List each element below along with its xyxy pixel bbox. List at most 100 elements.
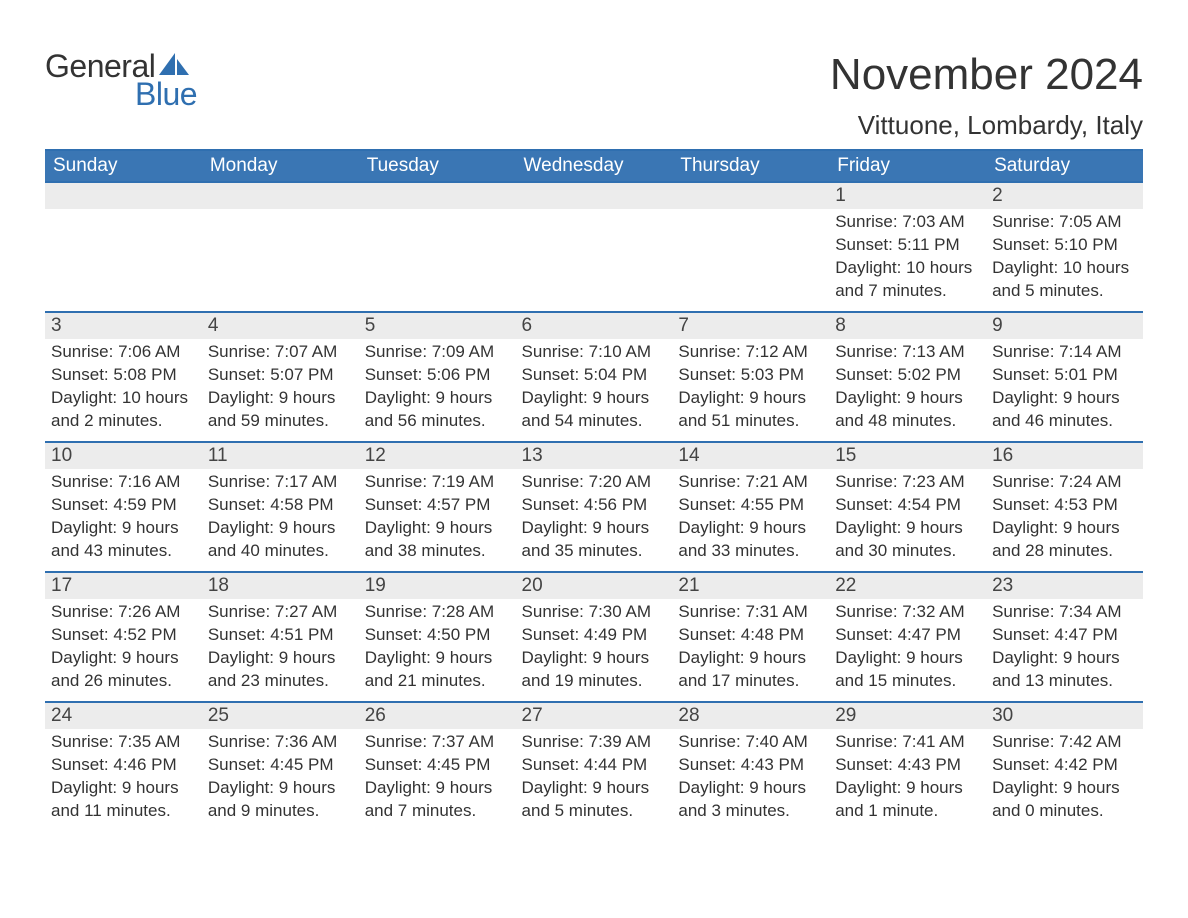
sunrise-text: Sunrise: 7:12 AM [678,341,823,364]
calendar-week-row: 1Sunrise: 7:03 AMSunset: 5:11 PMDaylight… [45,181,1143,311]
sunrise-text: Sunrise: 7:06 AM [51,341,196,364]
day-details: Sunrise: 7:34 AMSunset: 4:47 PMDaylight:… [986,599,1143,699]
sunrise-text: Sunrise: 7:32 AM [835,601,980,624]
day-number: 14 [672,441,829,469]
day-number: 26 [359,701,516,729]
sunrise-text: Sunrise: 7:27 AM [208,601,353,624]
day-details: Sunrise: 7:13 AMSunset: 5:02 PMDaylight:… [829,339,986,439]
day-details: Sunrise: 7:10 AMSunset: 5:04 PMDaylight:… [516,339,673,439]
sunset-text: Sunset: 4:47 PM [835,624,980,647]
day-details: Sunrise: 7:16 AMSunset: 4:59 PMDaylight:… [45,469,202,569]
calendar-cell: 12Sunrise: 7:19 AMSunset: 4:57 PMDayligh… [359,441,516,571]
sunrise-text: Sunrise: 7:36 AM [208,731,353,754]
day-number: 10 [45,441,202,469]
calendar-cell: 2Sunrise: 7:05 AMSunset: 5:10 PMDaylight… [986,181,1143,311]
sunrise-text: Sunrise: 7:30 AM [522,601,667,624]
day-details: Sunrise: 7:23 AMSunset: 4:54 PMDaylight:… [829,469,986,569]
calendar-cell: 4Sunrise: 7:07 AMSunset: 5:07 PMDaylight… [202,311,359,441]
daylight-text: Daylight: 9 hours and 54 minutes. [522,387,667,433]
sunrise-text: Sunrise: 7:13 AM [835,341,980,364]
calendar-cell: 16Sunrise: 7:24 AMSunset: 4:53 PMDayligh… [986,441,1143,571]
sunset-text: Sunset: 4:45 PM [365,754,510,777]
calendar-cell: 19Sunrise: 7:28 AMSunset: 4:50 PMDayligh… [359,571,516,701]
daylight-text: Daylight: 9 hours and 38 minutes. [365,517,510,563]
day-details: Sunrise: 7:26 AMSunset: 4:52 PMDaylight:… [45,599,202,699]
sunset-text: Sunset: 5:03 PM [678,364,823,387]
day-details: Sunrise: 7:28 AMSunset: 4:50 PMDaylight:… [359,599,516,699]
sunset-text: Sunset: 5:10 PM [992,234,1137,257]
sunset-text: Sunset: 4:51 PM [208,624,353,647]
calendar-cell: 3Sunrise: 7:06 AMSunset: 5:08 PMDaylight… [45,311,202,441]
daylight-text: Daylight: 9 hours and 21 minutes. [365,647,510,693]
day-number: 1 [829,181,986,209]
day-number: 23 [986,571,1143,599]
day-details: Sunrise: 7:36 AMSunset: 4:45 PMDaylight:… [202,729,359,829]
day-number: 5 [359,311,516,339]
weekday-header: Saturday [986,150,1143,181]
calendar-cell: 7Sunrise: 7:12 AMSunset: 5:03 PMDaylight… [672,311,829,441]
sunset-text: Sunset: 5:01 PM [992,364,1137,387]
calendar-cell: 22Sunrise: 7:32 AMSunset: 4:47 PMDayligh… [829,571,986,701]
day-details: Sunrise: 7:03 AMSunset: 5:11 PMDaylight:… [829,209,986,309]
day-number: 12 [359,441,516,469]
day-number: 17 [45,571,202,599]
day-number: 2 [986,181,1143,209]
day-details: Sunrise: 7:37 AMSunset: 4:45 PMDaylight:… [359,729,516,829]
daylight-text: Daylight: 9 hours and 59 minutes. [208,387,353,433]
calendar-cell [516,181,673,311]
calendar-cell: 24Sunrise: 7:35 AMSunset: 4:46 PMDayligh… [45,701,202,831]
daylight-text: Daylight: 9 hours and 17 minutes. [678,647,823,693]
calendar-cell: 18Sunrise: 7:27 AMSunset: 4:51 PMDayligh… [202,571,359,701]
empty-daynum-bar [359,181,516,209]
day-details: Sunrise: 7:09 AMSunset: 5:06 PMDaylight:… [359,339,516,439]
daylight-text: Daylight: 9 hours and 48 minutes. [835,387,980,433]
sunset-text: Sunset: 4:55 PM [678,494,823,517]
empty-daynum-bar [516,181,673,209]
calendar-body: 1Sunrise: 7:03 AMSunset: 5:11 PMDaylight… [45,181,1143,831]
daylight-text: Daylight: 9 hours and 40 minutes. [208,517,353,563]
month-title: November 2024 [830,50,1143,100]
sunrise-text: Sunrise: 7:23 AM [835,471,980,494]
day-details: Sunrise: 7:30 AMSunset: 4:49 PMDaylight:… [516,599,673,699]
daylight-text: Daylight: 9 hours and 35 minutes. [522,517,667,563]
day-number: 11 [202,441,359,469]
calendar-cell: 29Sunrise: 7:41 AMSunset: 4:43 PMDayligh… [829,701,986,831]
logo-text-blue: Blue [135,78,197,110]
day-number: 21 [672,571,829,599]
day-details: Sunrise: 7:07 AMSunset: 5:07 PMDaylight:… [202,339,359,439]
calendar-cell: 20Sunrise: 7:30 AMSunset: 4:49 PMDayligh… [516,571,673,701]
calendar-week-row: 10Sunrise: 7:16 AMSunset: 4:59 PMDayligh… [45,441,1143,571]
sunrise-text: Sunrise: 7:09 AM [365,341,510,364]
day-number: 3 [45,311,202,339]
sunset-text: Sunset: 4:49 PM [522,624,667,647]
calendar-table: Sunday Monday Tuesday Wednesday Thursday… [45,149,1143,831]
calendar-week-row: 17Sunrise: 7:26 AMSunset: 4:52 PMDayligh… [45,571,1143,701]
sunset-text: Sunset: 4:57 PM [365,494,510,517]
day-number: 13 [516,441,673,469]
sunrise-text: Sunrise: 7:20 AM [522,471,667,494]
daylight-text: Daylight: 10 hours and 2 minutes. [51,387,196,433]
daylight-text: Daylight: 9 hours and 11 minutes. [51,777,196,823]
weekday-header: Thursday [672,150,829,181]
weekday-header: Friday [829,150,986,181]
sunset-text: Sunset: 4:59 PM [51,494,196,517]
day-details: Sunrise: 7:19 AMSunset: 4:57 PMDaylight:… [359,469,516,569]
day-number: 29 [829,701,986,729]
logo: General Blue [45,50,197,110]
daylight-text: Daylight: 9 hours and 13 minutes. [992,647,1137,693]
calendar-cell: 8Sunrise: 7:13 AMSunset: 5:02 PMDaylight… [829,311,986,441]
sunset-text: Sunset: 5:08 PM [51,364,196,387]
sunrise-text: Sunrise: 7:14 AM [992,341,1137,364]
day-number: 8 [829,311,986,339]
calendar-cell: 5Sunrise: 7:09 AMSunset: 5:06 PMDaylight… [359,311,516,441]
sunset-text: Sunset: 4:58 PM [208,494,353,517]
daylight-text: Daylight: 9 hours and 56 minutes. [365,387,510,433]
sunrise-text: Sunrise: 7:40 AM [678,731,823,754]
daylight-text: Daylight: 9 hours and 33 minutes. [678,517,823,563]
sunrise-text: Sunrise: 7:05 AM [992,211,1137,234]
day-number: 19 [359,571,516,599]
sunrise-text: Sunrise: 7:37 AM [365,731,510,754]
sunset-text: Sunset: 4:47 PM [992,624,1137,647]
sunrise-text: Sunrise: 7:34 AM [992,601,1137,624]
title-block: November 2024 Vittuone, Lombardy, Italy [830,50,1143,141]
